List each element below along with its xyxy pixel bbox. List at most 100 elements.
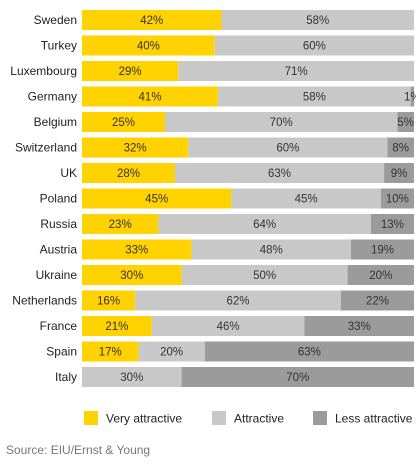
data-label: 17% [99,347,122,359]
bar-row: Netherlands 16% 62% 22% [12,290,414,311]
bar-segment [165,112,398,132]
bar-row: Spain 17% 20% 63% [46,341,414,362]
data-label: 5% [397,117,414,129]
bar-segment [387,137,414,158]
legend-swatch [212,411,226,425]
bar-row: France 21% 46% 33% [40,316,414,336]
data-label: 13% [381,219,404,231]
data-label: 30% [120,372,143,384]
bar-segment [82,214,159,234]
bar-row: Switzerland 32% 60% 8% [15,137,414,158]
category-label: Russia [40,217,77,231]
bar-segment [82,188,232,209]
data-label: 22% [366,296,389,308]
bar-row: Belgium 25% 70% 5% [34,112,414,132]
data-label: 40% [137,41,160,53]
data-label: 64% [253,219,276,231]
bar-segment [135,290,341,311]
data-label: 8% [392,143,409,155]
bar-segment [304,316,414,336]
bar-segment [138,341,205,362]
data-label: 42% [140,15,163,27]
data-label: 1% [404,92,416,104]
category-label: Belgium [34,115,77,129]
bar-segment [384,163,414,183]
data-label: 10% [386,194,409,206]
bar-segment [82,86,219,107]
bar-segment [397,112,414,132]
bar-segment [204,341,414,362]
bar-row: Russia 23% 64% 13% [40,214,414,234]
category-label: Turkey [41,39,77,53]
data-label: 63% [268,168,291,180]
bar-segment [191,239,351,260]
category-label: Sweden [34,13,77,27]
category-label: UK [60,166,77,180]
bar-segment [82,35,215,56]
legend-swatch [313,411,327,425]
bar-segment [410,86,414,107]
bar-segment [231,188,381,209]
bar-segment [370,214,414,234]
legend-swatch [84,411,98,425]
data-label: 16% [97,296,120,308]
bar-segment [82,290,136,311]
data-label: 41% [139,92,162,104]
bar-segment [221,10,414,30]
category-label: Luxembourg [10,64,77,78]
source-note: Source: EIU/Ernst & Young [6,443,151,457]
bar-segment [82,137,189,158]
data-label: 70% [270,117,293,129]
bar-row: Ukraine 30% 50% 20% [36,265,414,285]
category-label: Switzerland [15,141,77,155]
category-label: Italy [55,370,77,384]
bar-segment [181,367,414,387]
bar-segment [181,265,348,285]
data-label: 32% [124,143,147,155]
category-label: Netherlands [12,294,77,308]
data-label: 50% [253,270,276,282]
bar-row: Austria 33% 48% 19% [40,239,414,260]
bar-row: Poland 45% 45% 10% [40,188,414,209]
data-label: 23% [109,219,132,231]
category-label: Spain [46,345,77,359]
data-label: 71% [285,66,308,78]
legend-item: Less attractive [313,411,413,426]
bar-segment [82,265,182,285]
legend-label: Very attractive [106,412,182,426]
data-label: 60% [276,143,299,155]
legend-label: Less attractive [335,412,413,426]
bar-segment [82,112,165,132]
bar-segment [82,367,182,387]
data-label: 25% [112,117,135,129]
data-label: 33% [348,321,371,333]
data-label: 33% [125,245,148,257]
data-label: 48% [260,245,283,257]
chart-legend: Very attractive Attractive Less attractive [84,411,413,426]
bar-segment [178,61,414,81]
data-label: 60% [303,41,326,53]
bar-segment [174,163,385,183]
bar-segment [82,10,222,30]
data-label: 20% [160,347,183,359]
bar-segment [218,86,411,107]
data-label: 45% [295,194,318,206]
data-label: 29% [119,66,142,78]
bar-row: Turkey 40% 60% [41,35,414,56]
bar-segment [151,316,305,336]
bar-segment [82,61,179,81]
legend-item: Attractive [212,411,284,426]
category-label: Poland [40,192,77,206]
data-label: 58% [306,15,329,27]
bar-segment [158,214,371,234]
data-label: 19% [371,245,394,257]
bar-segment [188,137,388,158]
data-label: 28% [117,168,140,180]
bar-segment [82,239,192,260]
bar-row: UK 28% 63% 9% [60,163,414,183]
bar-segment [347,265,414,285]
chart-rows: Sweden 42% 58% Turkey 40% 60% Luxembourg 29% 71%… [10,10,416,387]
data-label: 58% [303,92,326,104]
category-label: France [40,319,78,333]
